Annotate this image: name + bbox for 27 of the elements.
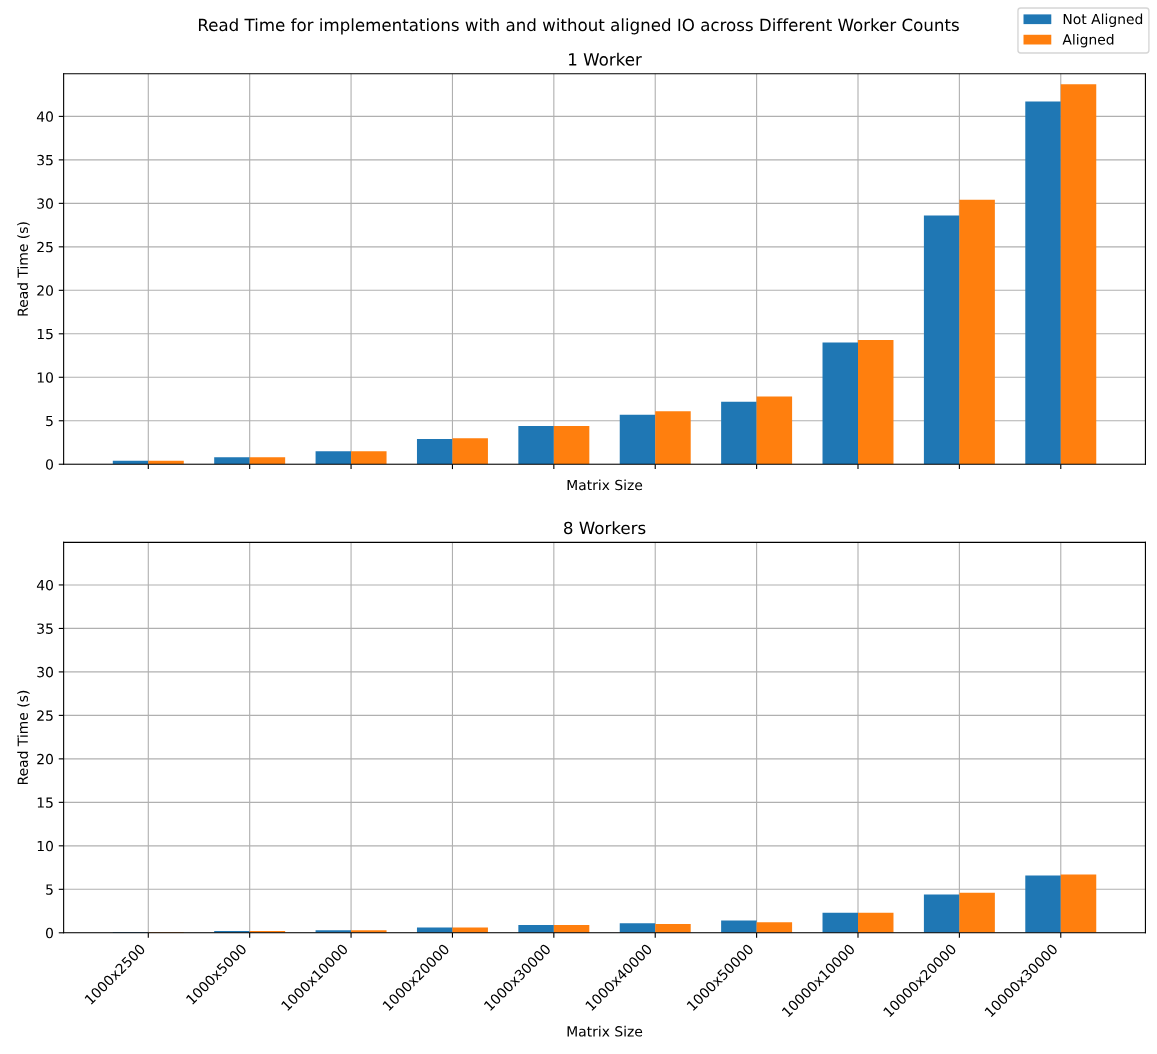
y-tick-label: 10: [37, 372, 53, 383]
legend-label: Aligned: [1062, 33, 1114, 48]
y-tick-label: 15: [37, 328, 53, 340]
y-axis-title: Read Time (s): [17, 690, 30, 785]
y-tick-label: 40: [36, 579, 53, 591]
y-tick-label: 30: [37, 666, 53, 678]
y-tick-label: 5: [46, 415, 53, 427]
legend-label: Not Aligned: [1063, 13, 1143, 27]
x-axis-title: Matrix Size: [567, 1025, 643, 1037]
y-tick-label: 15: [37, 797, 53, 808]
x-axis-title: Matrix Size: [567, 479, 643, 491]
y-tick-label: 35: [37, 154, 53, 166]
y-tick-label: 25: [37, 710, 53, 721]
y-tick-label: 25: [37, 241, 53, 253]
y-tick-label: 35: [37, 623, 53, 634]
y-tick-label: 20: [37, 285, 53, 296]
y-tick-label: 0: [45, 927, 53, 939]
y-tick-label: 5: [46, 884, 53, 895]
y-tick-label: 20: [37, 753, 53, 765]
y-tick-label: 0: [45, 459, 53, 470]
text: Read Time for implementations with and without aligned IO across Different Worker Counts: [198, 18, 959, 35]
y-tick-label: 30: [37, 198, 53, 209]
chart-title: 8 Workers: [564, 521, 646, 535]
y-axis-title: Read Time (s): [17, 222, 30, 316]
y-tick-label: 10: [37, 840, 53, 852]
chart-title: 1 Worker: [569, 52, 642, 66]
y-tick-label: 40: [36, 111, 53, 122]
